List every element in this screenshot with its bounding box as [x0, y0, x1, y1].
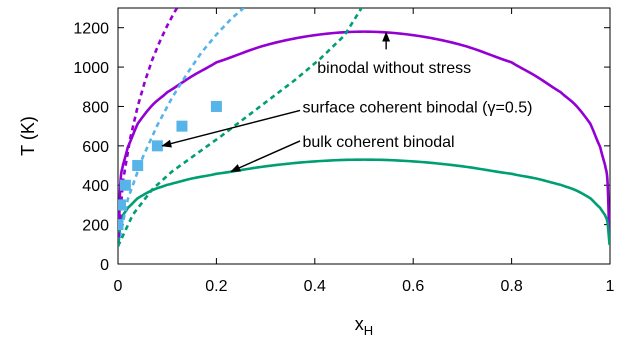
data-point	[132, 160, 144, 172]
data-point	[118, 199, 126, 211]
x-tick-label: 0.6	[402, 278, 424, 295]
x-tick-label: 0.2	[205, 278, 227, 295]
data-point	[151, 140, 163, 152]
annotation-label: surface coherent binodal (γ=0.5)	[303, 99, 533, 116]
y-tick-label: 400	[82, 178, 109, 195]
series-line-binodal-0	[118, 30, 610, 245]
y-axis-label: T (K)	[18, 116, 38, 156]
x-axis-label: xH	[355, 314, 373, 338]
data-point	[210, 100, 222, 112]
annotation-label: binodal without stress	[317, 60, 471, 77]
x-tick-label: 0.4	[304, 278, 326, 295]
data-point	[176, 120, 188, 132]
y-tick-label: 800	[82, 99, 109, 116]
y-tick-label: 1200	[73, 21, 109, 38]
x-tick-label: 0.8	[500, 278, 522, 295]
annotation-arrow	[161, 109, 301, 148]
y-tick-label: 200	[82, 218, 109, 235]
series-line-dashed-3	[118, 8, 179, 247]
data-point	[119, 179, 131, 191]
x-tick-label: 1	[606, 278, 615, 295]
x-tick-label: 0	[114, 278, 123, 295]
y-tick-label: 1000	[73, 60, 109, 77]
annotation-label: bulk coherent binodal	[303, 134, 455, 151]
x-axis-label-main: x	[355, 314, 364, 334]
series-line-surface-2	[118, 8, 246, 247]
series-line-bulk-1	[118, 158, 610, 246]
plot-frame	[117, 7, 611, 265]
y-tick-label: 600	[82, 139, 109, 156]
annotation-arrow	[230, 140, 301, 173]
data-point	[118, 219, 124, 231]
y-tick-label: 0	[100, 257, 109, 274]
x-axis-label-subscript: H	[364, 323, 373, 338]
